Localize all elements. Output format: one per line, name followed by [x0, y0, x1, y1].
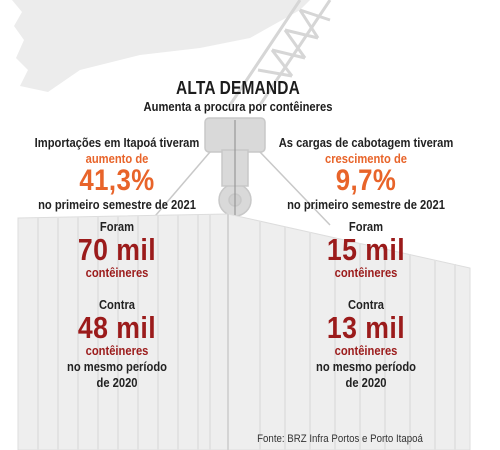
- right-change-value: 9,7%: [335, 164, 397, 197]
- right-previous-period-line1: no mesmo período: [315, 359, 417, 374]
- left-previous-period-line1: no mesmo período: [66, 359, 168, 374]
- right-intro: As cargas de cabotagem tiveram: [278, 135, 454, 150]
- right-period: no primeiro semestre de 2021: [287, 197, 445, 212]
- shipping-container: [17, 213, 471, 450]
- left-intro: Importações em Itapoá tiveram: [34, 135, 200, 150]
- right-previous-period-line2: de 2020: [345, 375, 387, 390]
- infographic-title: ALTA DEMANDA: [176, 78, 300, 98]
- right-current-label: Foram: [348, 219, 384, 234]
- infographic-subtitle: Aumenta a procura por contêineres: [143, 99, 333, 114]
- left-previous-label: Contra: [98, 297, 136, 312]
- right-previous-value: 13 mil: [326, 310, 406, 345]
- right-current-unit: contêineres: [334, 265, 398, 280]
- left-previous-unit: contêineres: [85, 343, 149, 358]
- right-change-label: crescimento de: [324, 151, 408, 166]
- right-previous-unit: contêineres: [334, 343, 398, 358]
- right-current-value: 15 mil: [326, 232, 406, 267]
- left-previous-value: 48 mil: [77, 310, 157, 345]
- left-previous-period-line2: de 2020: [96, 375, 138, 390]
- source-credit: Fonte: BRZ Infra Portos e Porto Itapoá: [257, 433, 423, 445]
- left-current-value: 70 mil: [77, 232, 157, 267]
- left-period: no primeiro semestre de 2021: [38, 197, 196, 212]
- left-current-label: Foram: [99, 219, 135, 234]
- left-change-value: 41,3%: [79, 164, 155, 197]
- left-current-unit: contêineres: [85, 265, 149, 280]
- crane-lattice: [228, 0, 332, 106]
- left-change-label: aumento de: [85, 151, 149, 166]
- crane-boom-left: [12, 0, 310, 92]
- right-previous-label: Contra: [347, 297, 385, 312]
